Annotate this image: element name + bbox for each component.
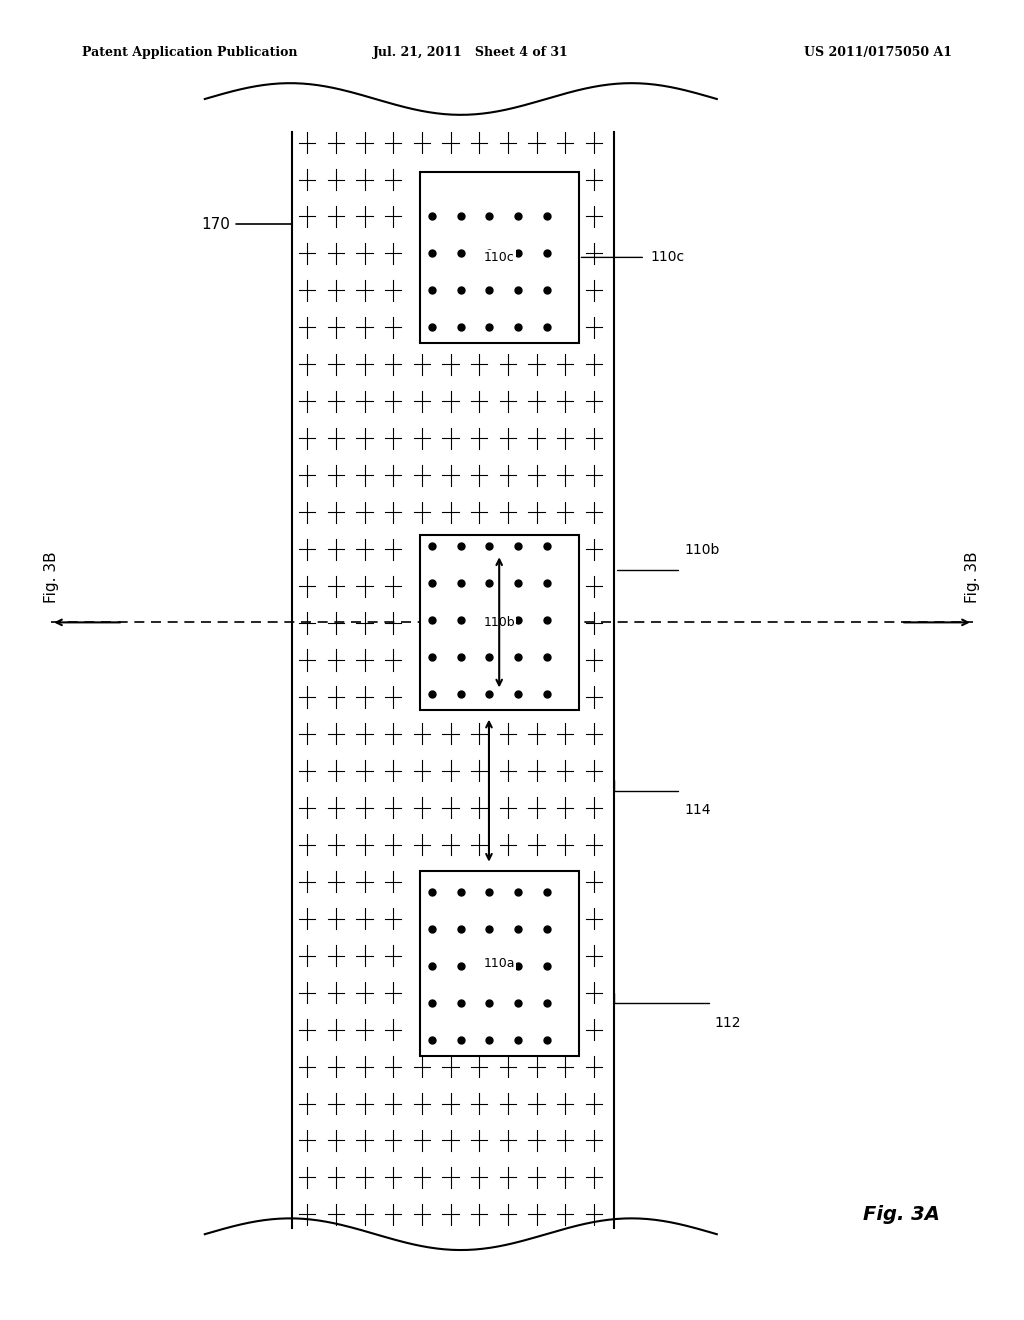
Text: 110a: 110a [483,957,515,970]
Text: 110c: 110c [650,251,684,264]
Text: Fig. 3B: Fig. 3B [44,550,58,602]
Text: 114: 114 [684,804,711,817]
Text: Jul. 21, 2011   Sheet 4 of 31: Jul. 21, 2011 Sheet 4 of 31 [373,46,569,59]
Text: 112: 112 [715,1016,741,1030]
Text: US 2011/0175050 A1: US 2011/0175050 A1 [804,46,952,59]
Bar [420,172,579,343]
Text: Patent Application Publication: Patent Application Publication [82,46,297,59]
Text: Fig. 3A: Fig. 3A [862,1205,940,1224]
Bar [420,535,579,710]
Text: 170: 170 [202,174,292,232]
Text: 110c: 110c [483,251,515,264]
Text: 110b: 110b [483,616,515,628]
Bar [292,132,614,1228]
Bar [420,871,579,1056]
Text: Fig. 3B: Fig. 3B [966,550,980,602]
Text: 110b: 110b [684,543,720,557]
